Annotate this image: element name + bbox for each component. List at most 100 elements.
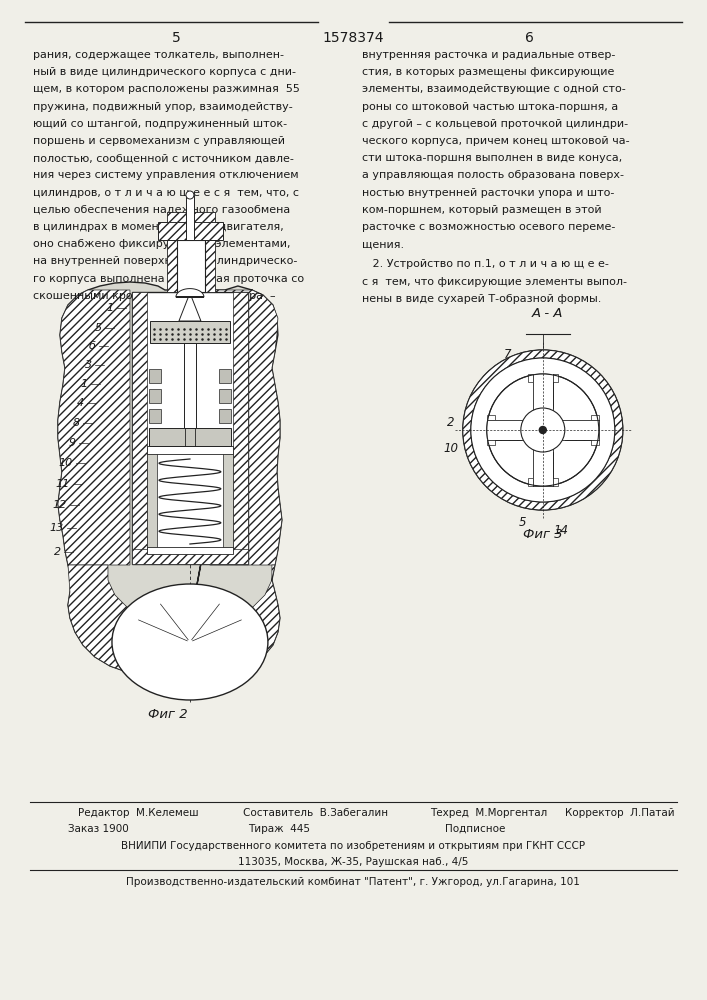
Polygon shape: [210, 290, 282, 565]
Text: внутренняя расточка и радиальные отвер-: внутренняя расточка и радиальные отвер-: [362, 50, 615, 60]
Bar: [565, 420, 599, 440]
Bar: [233, 292, 248, 564]
Bar: [147, 446, 233, 454]
Text: скошенными кромками, а в теле упора  –: скошенными кромками, а в теле упора –: [33, 291, 276, 301]
Text: цилиндров, о т л и ч а ю щ е е с я  тем, что, с: цилиндров, о т л и ч а ю щ е е с я тем, …: [33, 188, 299, 198]
Bar: [528, 374, 558, 382]
Text: ный в виде цилиндрического корпуса с дни-: ный в виде цилиндрического корпуса с дни…: [33, 67, 296, 77]
Bar: [147, 449, 157, 549]
Text: 1: 1: [81, 379, 88, 389]
Circle shape: [539, 426, 547, 434]
Text: 5: 5: [172, 31, 180, 45]
Bar: [528, 478, 558, 486]
Text: 4: 4: [77, 398, 84, 408]
Text: элементы, взаимодействующие с одной сто-: элементы, взаимодействующие с одной сто-: [362, 84, 626, 94]
Bar: [185, 293, 195, 297]
Text: ностью внутренней расточки упора и што-: ностью внутренней расточки упора и што-: [362, 188, 614, 198]
Text: ВНИИПИ Государственного комитета по изобретениям и открытиям при ГКНТ СССР: ВНИИПИ Государственного комитета по изоб…: [121, 841, 585, 851]
Text: Фиг 2: Фиг 2: [148, 708, 188, 721]
Text: на внутренней поверхности цилиндрическо-: на внутренней поверхности цилиндрическо-: [33, 256, 298, 266]
Text: Корректор  Л.Патай: Корректор Л.Патай: [565, 808, 674, 818]
Text: 7: 7: [504, 349, 512, 361]
Circle shape: [471, 358, 615, 502]
Text: в цилиндрах в момент запуска двигателя,: в цилиндрах в момент запуска двигателя,: [33, 222, 284, 232]
Bar: [184, 343, 196, 428]
Text: целью обеспечения надежного газообмена: целью обеспечения надежного газообмена: [33, 205, 291, 215]
Text: Заказ 1900: Заказ 1900: [68, 824, 129, 834]
Text: щем, в котором расположены разжимная  55: щем, в котором расположены разжимная 55: [33, 84, 300, 94]
Bar: [487, 420, 599, 440]
Bar: [487, 420, 521, 440]
Text: 2: 2: [447, 416, 455, 428]
Text: 1578374: 1578374: [322, 31, 384, 45]
Text: ющий со штангой, подпружиненный шток-: ющий со штангой, подпружиненный шток-: [33, 119, 287, 129]
Polygon shape: [58, 282, 282, 676]
Text: с я  тем, что фиксирующие элементы выпол-: с я тем, что фиксирующие элементы выпол-: [362, 277, 627, 287]
Bar: [149, 428, 231, 446]
Text: 113035, Москва, Ж-35, Раушская наб., 4/5: 113035, Москва, Ж-35, Раушская наб., 4/5: [238, 857, 468, 867]
Ellipse shape: [186, 191, 194, 199]
Text: 1: 1: [107, 303, 114, 313]
Text: 6: 6: [525, 31, 534, 45]
Polygon shape: [58, 290, 130, 565]
Circle shape: [463, 350, 623, 510]
Text: а управляющая полость образована поверх-: а управляющая полость образована поверх-: [362, 170, 624, 180]
Bar: [167, 240, 177, 292]
Text: 2. Устройство по п.1, о т л и ч а ю щ е е-: 2. Устройство по п.1, о т л и ч а ю щ е …: [362, 259, 609, 269]
Text: оно снабжено фиксирующими элементами,: оно снабжено фиксирующими элементами,: [33, 239, 291, 249]
Polygon shape: [218, 565, 280, 676]
Bar: [132, 292, 248, 564]
Text: 9: 9: [69, 438, 76, 448]
Bar: [167, 212, 215, 222]
Text: 6: 6: [489, 365, 496, 378]
Circle shape: [521, 408, 565, 452]
Bar: [591, 415, 599, 445]
Bar: [219, 409, 231, 423]
Text: 5: 5: [519, 516, 527, 528]
Bar: [158, 222, 223, 240]
Text: щения.: щения.: [362, 239, 404, 249]
Text: сти штока-поршня выполнен в виде конуса,: сти штока-поршня выполнен в виде конуса,: [362, 153, 622, 163]
Text: 12: 12: [53, 500, 67, 510]
Text: расточке с возможностью осевого переме-: расточке с возможностью осевого переме-: [362, 222, 615, 232]
Text: с другой – с кольцевой проточкой цилиндри-: с другой – с кольцевой проточкой цилиндр…: [362, 119, 628, 129]
Text: стия, в которых размещены фиксирующие: стия, в которых размещены фиксирующие: [362, 67, 614, 77]
Bar: [533, 374, 553, 486]
Text: А - А: А - А: [532, 307, 563, 320]
Text: рания, содержащее толкатель, выполнен-: рания, содержащее толкатель, выполнен-: [33, 50, 284, 60]
Bar: [219, 389, 231, 403]
Text: Производственно-издательский комбинат "Патент", г. Ужгород, ул.Гагарина, 101: Производственно-издательский комбинат "П…: [126, 877, 580, 887]
Bar: [533, 452, 553, 486]
Text: б: б: [89, 341, 96, 351]
Text: 2: 2: [54, 547, 61, 557]
Polygon shape: [68, 565, 163, 676]
Text: Техред  М.Моргентал: Техред М.Моргентал: [430, 808, 547, 818]
Bar: [147, 547, 233, 554]
Bar: [177, 240, 205, 292]
Text: пружина, подвижный упор, взаимодейству-: пружина, подвижный упор, взаимодейству-: [33, 102, 293, 112]
Text: нены в виде сухарей Т-образной формы.: нены в виде сухарей Т-образной формы.: [362, 294, 601, 304]
Text: Фиг 3: Фиг 3: [523, 528, 563, 541]
Bar: [149, 369, 161, 383]
Text: ком-поршнем, который размещен в этой: ком-поршнем, который размещен в этой: [362, 205, 602, 215]
Circle shape: [487, 374, 599, 486]
Text: го корпуса выполнена кольцевая проточка со: го корпуса выполнена кольцевая проточка …: [33, 274, 304, 284]
Text: полостью, сообщенной с источником давле-: полостью, сообщенной с источником давле-: [33, 153, 294, 163]
Text: поршень и сервомеханизм с управляющей: поршень и сервомеханизм с управляющей: [33, 136, 285, 146]
Bar: [223, 449, 233, 549]
Text: 5: 5: [95, 323, 102, 333]
Bar: [132, 549, 248, 564]
Bar: [149, 389, 161, 403]
Text: 11: 11: [56, 479, 70, 489]
Bar: [149, 409, 161, 423]
Text: Тираж  445: Тираж 445: [248, 824, 310, 834]
Bar: [533, 374, 553, 408]
Text: Редактор  М.Келемеш: Редактор М.Келемеш: [78, 808, 199, 818]
Bar: [186, 195, 194, 240]
Text: роны со штоковой частью штока-поршня, а: роны со штоковой частью штока-поршня, а: [362, 102, 618, 112]
Text: 10: 10: [443, 442, 458, 454]
Bar: [219, 369, 231, 383]
Text: 14: 14: [554, 524, 568, 536]
Text: 8: 8: [73, 418, 80, 428]
Polygon shape: [179, 293, 201, 321]
